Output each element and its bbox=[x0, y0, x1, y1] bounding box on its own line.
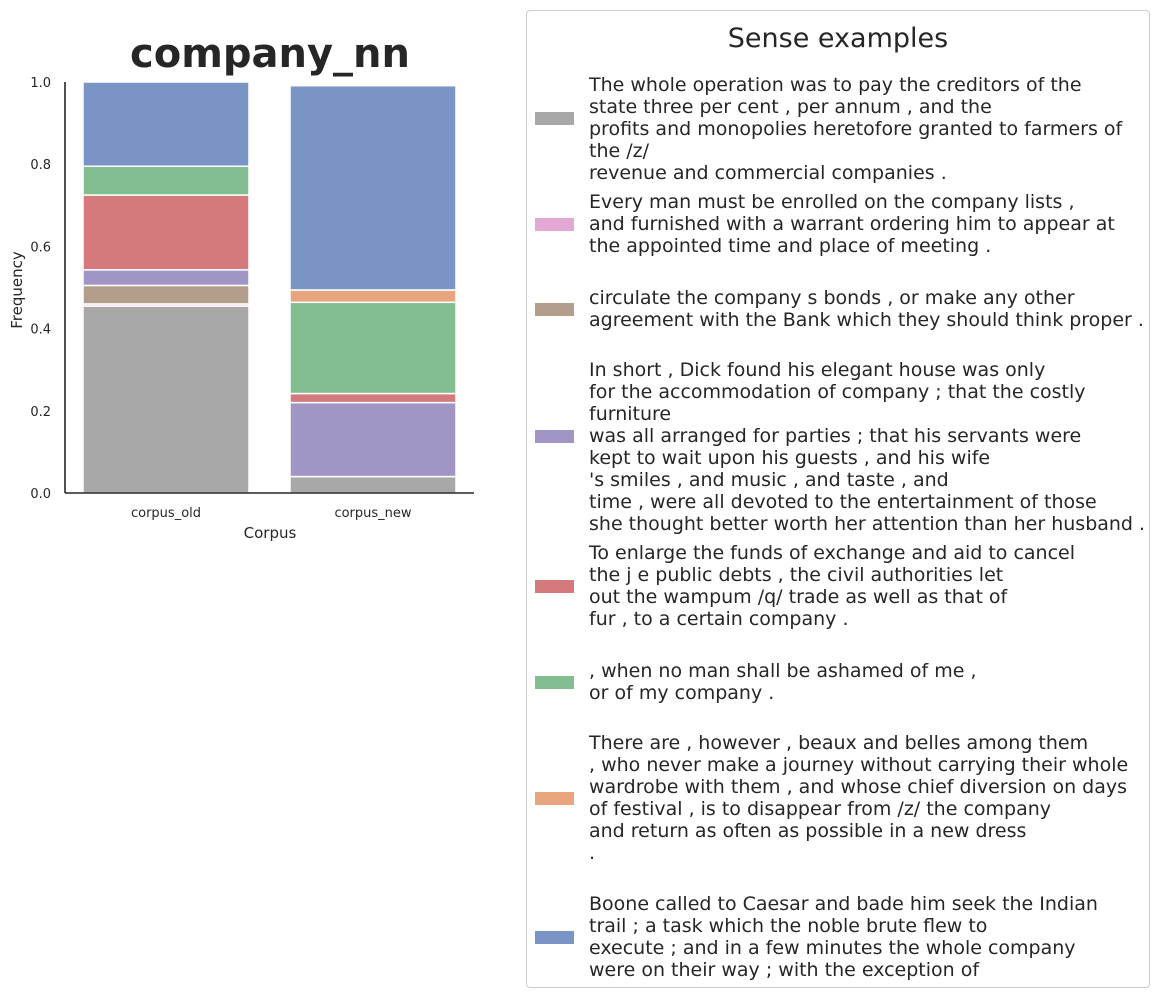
x-ticks: corpus_old corpus_new bbox=[131, 506, 412, 521]
legend-entry-text: The whole operation was to pay the credi… bbox=[589, 74, 1123, 184]
y-tick-label: 0.6 bbox=[30, 240, 51, 255]
bar-segment-corpus_old-0 bbox=[82, 305, 250, 494]
bar-segment-corpus_new-3 bbox=[289, 401, 457, 478]
bar-segment-corpus_old-2 bbox=[82, 284, 250, 305]
legend-swatch bbox=[535, 931, 574, 944]
x-axis-label: Corpus bbox=[244, 524, 297, 542]
legend-entry-text: To enlarge the funds of exchange and aid… bbox=[589, 542, 1076, 630]
y-tick-label: 1.0 bbox=[30, 76, 51, 91]
y-axis-label: Frequency bbox=[8, 251, 26, 329]
chart: company_nn 0.0 0.2 0.4 0.6 0.8 1.0 corpus_old… bbox=[8, 31, 474, 542]
bar-segment-corpus_old-4 bbox=[82, 194, 250, 271]
bar-segment-corpus_new-6 bbox=[289, 289, 457, 304]
y-tick-label: 0.8 bbox=[30, 158, 51, 173]
y-tick-label: 0.4 bbox=[30, 323, 51, 338]
y-tick-label: 0.0 bbox=[30, 487, 51, 502]
y-ticks: 0.0 0.2 0.4 0.6 0.8 1.0 bbox=[30, 76, 51, 502]
legend-entry-text: circulate the company s bonds , or make … bbox=[589, 287, 1144, 331]
bar-segment-corpus_new-7 bbox=[289, 84, 457, 291]
legend-title: Sense examples bbox=[727, 23, 949, 54]
x-tick-label: corpus_new bbox=[334, 506, 411, 521]
bar-segment-corpus_new-5 bbox=[289, 301, 457, 395]
bar-segment-corpus_old-7 bbox=[82, 81, 250, 168]
bar-segment-corpus_old-3 bbox=[82, 269, 250, 287]
bar-segment-corpus_new-4 bbox=[289, 392, 457, 404]
legend-entry-text: Boone called to Caesar and bade him seek… bbox=[589, 893, 1098, 981]
legend-entry-text: There are , however , beaux and belles a… bbox=[589, 732, 1129, 864]
legend-swatch bbox=[535, 218, 574, 231]
y-tick-label: 0.2 bbox=[30, 405, 51, 420]
legend-entry-text: , when no man shall be ashamed of me , o… bbox=[589, 660, 977, 704]
legend-swatch bbox=[535, 676, 574, 689]
bar-segment-corpus_new-0 bbox=[289, 475, 457, 494]
legend-swatch bbox=[535, 430, 574, 443]
chart-title: company_nn bbox=[130, 31, 410, 77]
legend: Sense examples The whole operation was t… bbox=[526, 10, 1150, 988]
legend-entry-text: Every man must be enrolled on the compan… bbox=[589, 191, 1115, 257]
bar-segment-corpus_old-5 bbox=[82, 165, 250, 196]
legend-swatch bbox=[535, 580, 574, 593]
x-tick-label: corpus_old bbox=[131, 506, 201, 521]
legend-swatch bbox=[535, 792, 574, 805]
legend-swatch bbox=[535, 303, 574, 316]
legend-entry-text: In short , Dick found his elegant house … bbox=[589, 359, 1146, 535]
legend-swatch bbox=[535, 112, 574, 125]
bars-layer bbox=[82, 81, 457, 494]
